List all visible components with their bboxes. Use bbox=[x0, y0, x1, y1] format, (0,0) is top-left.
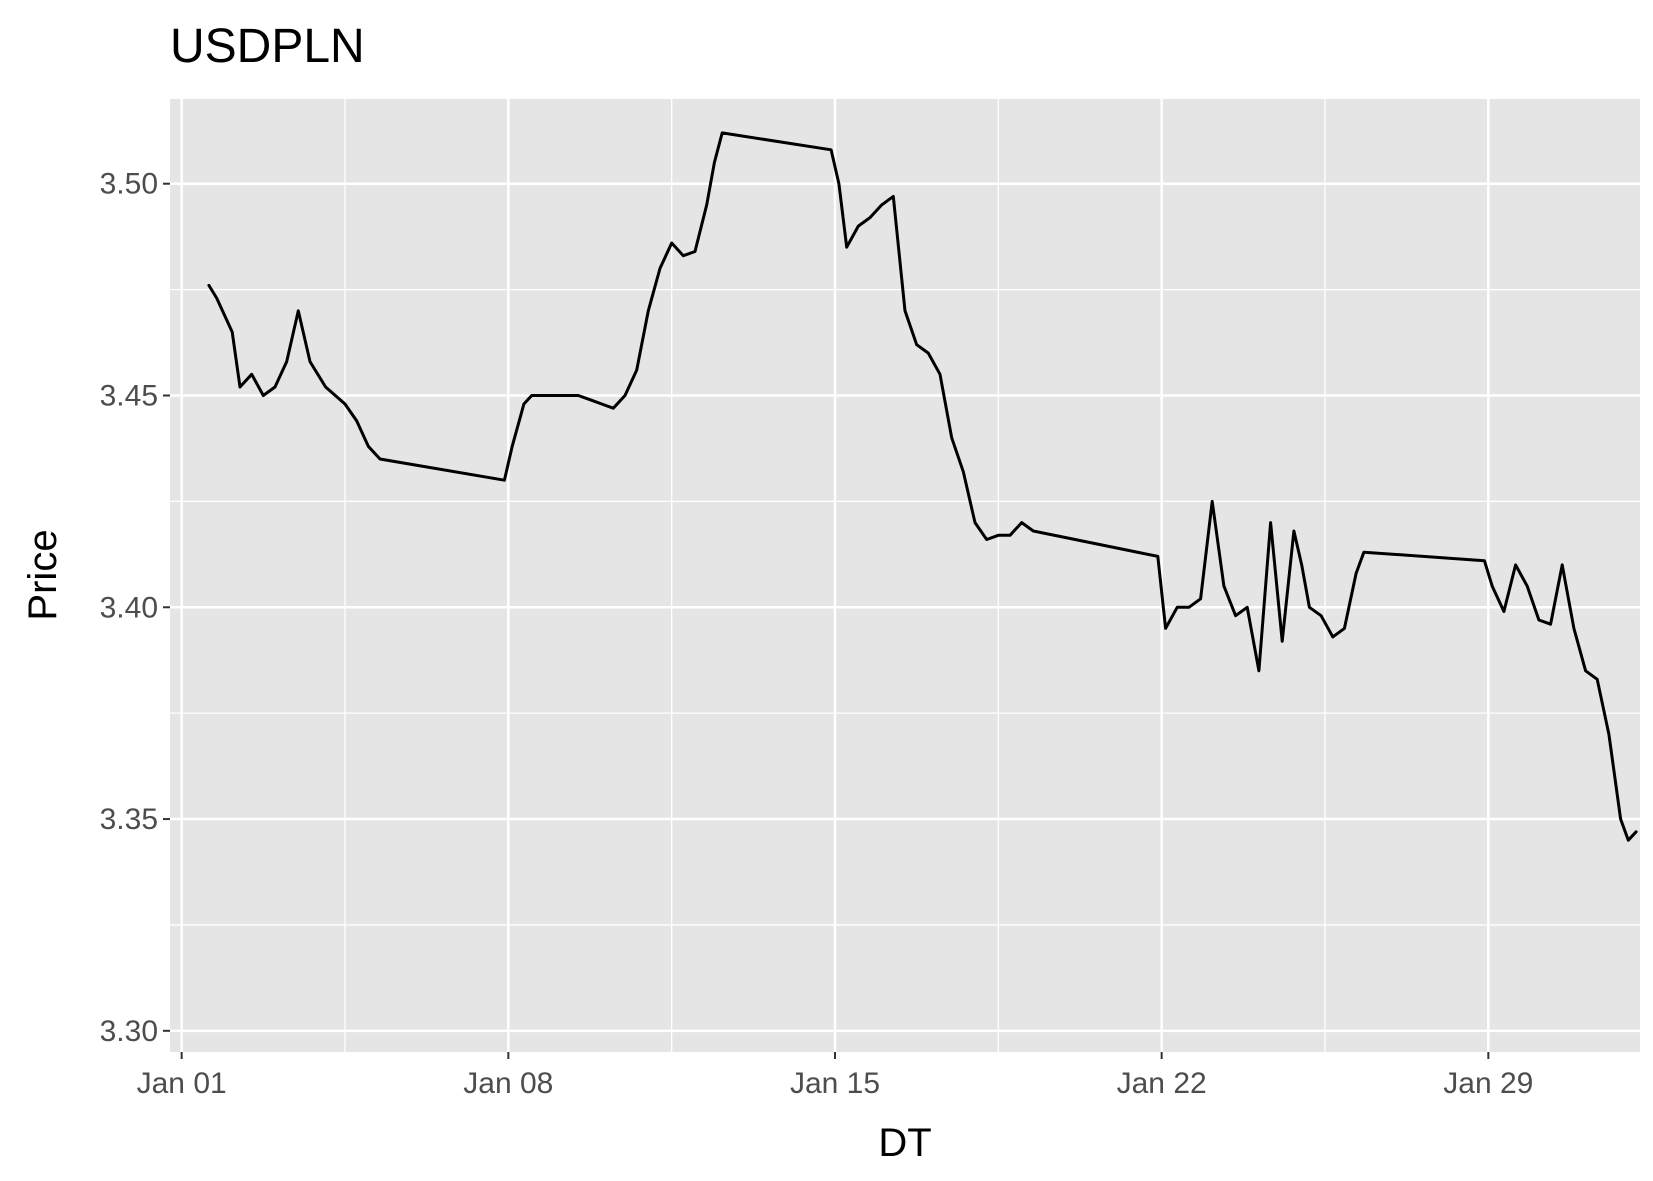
x-axis: Jan 01 Jan 08 Jan 15 Jan 22 Jan 29 bbox=[137, 1052, 1533, 1100]
x-tick-label: Jan 22 bbox=[1117, 1067, 1207, 1100]
y-tick-label: 3.50 bbox=[100, 168, 158, 201]
x-axis-title: DT bbox=[878, 1121, 931, 1165]
y-tick-label: 3.35 bbox=[100, 803, 158, 836]
x-tick-label: Jan 08 bbox=[463, 1067, 553, 1100]
plot-panel bbox=[170, 99, 1640, 1052]
series-line-usdpln bbox=[207, 131, 1638, 842]
y-axis-title: Price bbox=[21, 529, 65, 620]
x-tick-label: Jan 29 bbox=[1443, 1067, 1533, 1100]
y-tick-label: 3.45 bbox=[100, 379, 158, 412]
y-axis: 3.30 3.35 3.40 3.45 3.50 bbox=[100, 168, 170, 1048]
x-tick-label: Jan 01 bbox=[137, 1067, 227, 1100]
chart-title: USDPLN bbox=[170, 20, 365, 73]
grid-minor bbox=[170, 99, 1640, 1052]
y-tick-label: 3.30 bbox=[100, 1015, 158, 1048]
x-tick-label: Jan 15 bbox=[790, 1067, 880, 1100]
y-tick-label: 3.40 bbox=[100, 591, 158, 624]
